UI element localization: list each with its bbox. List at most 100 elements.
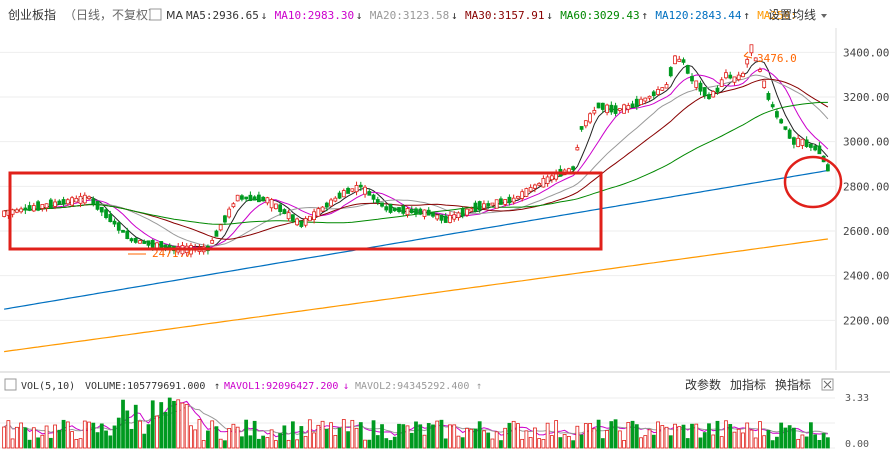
settings-button[interactable]: 设置均线 xyxy=(768,8,816,22)
candle xyxy=(363,184,367,198)
vol-axis-top: 3.33 xyxy=(845,393,869,404)
volume-bar xyxy=(201,440,206,449)
volume-bar xyxy=(524,430,529,449)
candle-body xyxy=(316,208,321,217)
checkbox-icon[interactable] xyxy=(149,8,162,21)
volume-bar xyxy=(10,438,15,449)
candle xyxy=(749,44,754,57)
mavol2-value: MAVOL2:94345292.400 xyxy=(355,381,469,392)
volume-bar xyxy=(422,434,427,449)
volume-bar xyxy=(108,435,113,449)
candle-body xyxy=(651,91,656,97)
candle-body xyxy=(460,208,465,217)
candle-body xyxy=(528,187,533,192)
volume-bar xyxy=(371,420,376,449)
candle-body xyxy=(312,211,316,221)
volume-bar xyxy=(766,430,771,449)
volume-bar xyxy=(643,435,648,449)
volume-bar xyxy=(316,424,321,449)
candle xyxy=(685,64,690,75)
candle-body xyxy=(507,196,512,204)
ma-legend-arrow: ↑ xyxy=(641,9,648,22)
candle xyxy=(511,194,516,205)
candle-body xyxy=(809,143,813,148)
volume-bar xyxy=(206,430,210,449)
volume-bar xyxy=(800,434,805,449)
candle xyxy=(741,71,745,78)
candle xyxy=(634,95,639,110)
volume-bar xyxy=(596,419,601,449)
volume-bar xyxy=(630,420,635,449)
volume-bar xyxy=(414,421,418,449)
volume-bar xyxy=(324,428,329,449)
close-icon-x[interactable] xyxy=(823,380,832,389)
volume-bar xyxy=(787,425,792,449)
candle xyxy=(533,183,537,193)
candle xyxy=(579,126,584,132)
volume-bar xyxy=(53,424,57,449)
candle xyxy=(660,87,665,91)
candle xyxy=(235,194,240,202)
candle xyxy=(448,211,452,224)
candle xyxy=(299,220,304,229)
candle-body xyxy=(150,239,155,248)
ma20-line xyxy=(4,74,829,247)
volume-bar xyxy=(486,432,491,449)
candle-body xyxy=(78,195,83,204)
candle-body xyxy=(265,197,270,204)
checkbox-icon[interactable] xyxy=(4,378,17,391)
volume-bar xyxy=(240,436,244,449)
candle-body xyxy=(91,198,96,204)
candle xyxy=(19,206,23,214)
candle xyxy=(473,200,478,213)
volume-bar xyxy=(19,422,23,449)
price-tick-label: 3000.00 xyxy=(843,136,889,149)
volume-bar xyxy=(261,435,266,449)
volume-bar xyxy=(431,424,435,449)
candle-body xyxy=(121,229,125,233)
volume-bar xyxy=(448,424,452,449)
volume-bar xyxy=(354,427,359,449)
candle xyxy=(78,192,83,208)
candle-body xyxy=(439,214,444,221)
candle xyxy=(494,199,499,209)
candle xyxy=(600,102,605,113)
volume-bar xyxy=(346,431,350,449)
volume-bar xyxy=(163,411,168,449)
add-indicator-button[interactable]: 加指标 xyxy=(730,377,766,392)
candle-body xyxy=(792,137,796,145)
volume-bar xyxy=(792,427,796,449)
volume-bar xyxy=(681,424,686,449)
candle xyxy=(44,203,49,212)
candle-body xyxy=(668,67,673,77)
candle xyxy=(456,211,461,221)
change-params-button[interactable]: 改参数 xyxy=(685,377,721,392)
candle-body xyxy=(758,69,762,72)
candle-body xyxy=(796,137,801,147)
volume-bar xyxy=(477,421,482,449)
candle-body xyxy=(609,104,614,113)
volume-bar xyxy=(184,404,189,449)
volume-header: VOL(5,10) VOLUME:105779691.000 ↑ MAVOL1:… xyxy=(0,371,890,392)
candle-body xyxy=(800,138,805,146)
candle-body xyxy=(499,198,503,205)
volume-bar xyxy=(405,425,410,449)
candle-body xyxy=(592,110,597,114)
candle xyxy=(87,195,91,201)
candle-body xyxy=(108,214,113,223)
chevron-down-icon[interactable] xyxy=(821,14,827,18)
candle xyxy=(516,195,520,200)
ma250-line xyxy=(4,238,828,353)
candle-body xyxy=(87,196,91,200)
candle-body xyxy=(278,204,283,212)
candle xyxy=(745,57,750,68)
volume-bar xyxy=(252,420,257,449)
volume-bar xyxy=(809,422,813,449)
candle-body xyxy=(282,209,287,214)
candle-body xyxy=(223,215,227,223)
volume-bar xyxy=(290,421,295,449)
switch-indicator-button[interactable]: 换指标 xyxy=(775,377,811,392)
candle xyxy=(286,209,291,222)
candle-body xyxy=(40,204,45,209)
candle xyxy=(465,208,469,217)
